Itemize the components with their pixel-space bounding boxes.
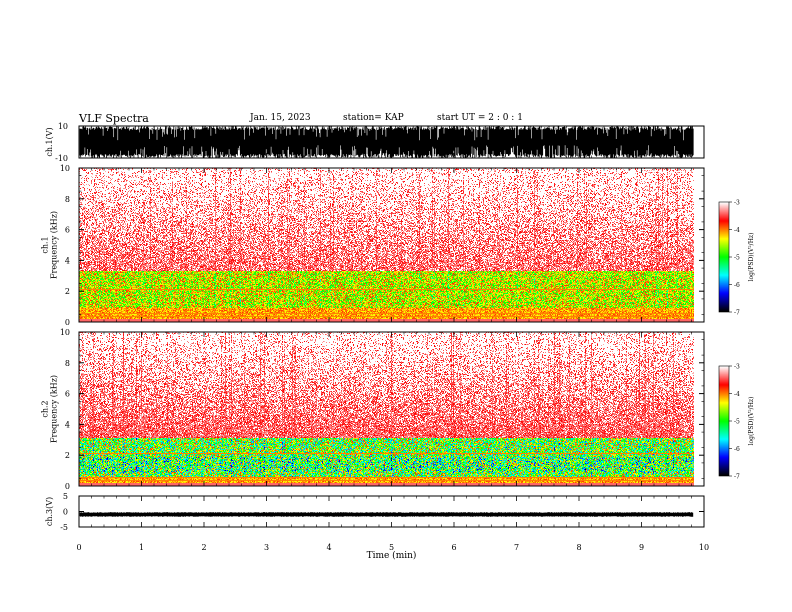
ch2-spectrogram-image — [79, 332, 704, 486]
colorbar-tick-label: -6 — [734, 282, 740, 289]
x-tick-label: 5 — [389, 543, 394, 552]
freq-y-tick-label: 4 — [65, 420, 70, 429]
x-tick-label: 7 — [514, 543, 519, 552]
ch1-colorbar — [719, 202, 729, 312]
colorbar-tick-label: -6 — [734, 446, 740, 453]
ch3-y-axis-label: ch.3(V) — [45, 497, 54, 526]
freq-y-tick-label: 6 — [65, 226, 70, 235]
x-tick-label: 6 — [451, 543, 456, 552]
x-tick-label: 1 — [139, 543, 144, 552]
x-tick-label: 8 — [576, 543, 581, 552]
x-tick-label: 4 — [326, 543, 331, 552]
ch1-y-axis-label: ch.1(V) — [45, 127, 54, 156]
colorbar-label: log(PSD)(V²/Hz) — [748, 233, 755, 282]
colorbar-tick-label: -5 — [734, 419, 740, 426]
ch3-y-tick-label: 0 — [63, 508, 68, 517]
ch1-freq-axis-label: ch.1Frequency (kHz) — [41, 211, 59, 279]
colorbar-tick-label: -7 — [734, 310, 740, 317]
ch2-colorbar — [719, 366, 729, 476]
freq-y-tick-label: 2 — [65, 287, 70, 296]
ch1-spectrogram-image — [79, 168, 704, 322]
freq-y-tick-label: 2 — [65, 451, 70, 460]
x-tick-label: 3 — [264, 543, 269, 552]
x-tick-label: 2 — [201, 543, 206, 552]
freq-y-tick-label: 10 — [60, 328, 70, 337]
colorbar-tick-label: -4 — [734, 391, 740, 398]
figure-title: VLF Spectra — [79, 112, 149, 125]
colorbar-tick-label: -7 — [734, 474, 740, 481]
ch2-freq-axis-label: ch.2Frequency (kHz) — [41, 375, 59, 443]
freq-y-tick-label: 6 — [65, 390, 70, 399]
colorbar-tick-label: -5 — [734, 255, 740, 262]
x-tick-label: 10 — [699, 543, 709, 552]
ch1-waveform-trace — [79, 126, 694, 158]
ch3-y-tick-label: 5 — [63, 492, 68, 501]
start-time-label: start UT = 2 : 0 : 1 — [437, 113, 523, 123]
freq-y-tick-label: 0 — [65, 482, 70, 491]
freq-y-tick-label: 0 — [65, 318, 70, 327]
x-axis-label: Time (min) — [367, 550, 417, 561]
x-tick-label: 9 — [639, 543, 644, 552]
freq-y-tick-label: 4 — [65, 256, 70, 265]
colorbar-tick-label: -4 — [734, 227, 740, 234]
freq-y-tick-label: 10 — [60, 164, 70, 173]
freq-y-tick-label: 8 — [65, 359, 70, 368]
date-label: Jan. 15, 2023 — [250, 113, 311, 123]
station-label: station= KAP — [343, 113, 404, 123]
colorbar-tick-label: -3 — [734, 364, 740, 371]
ch3-y-tick-label: -5 — [60, 523, 68, 532]
x-tick-label: 0 — [76, 543, 81, 552]
ch3-waveform-trace — [79, 512, 694, 517]
colorbar-tick-label: -3 — [734, 200, 740, 207]
colorbar-label: log(PSD)(V²/Hz) — [748, 397, 755, 446]
ch1-y-tick-label: 10 — [58, 122, 68, 131]
freq-y-tick-label: 8 — [65, 195, 70, 204]
ch1-y-tick-label: -10 — [55, 154, 68, 163]
